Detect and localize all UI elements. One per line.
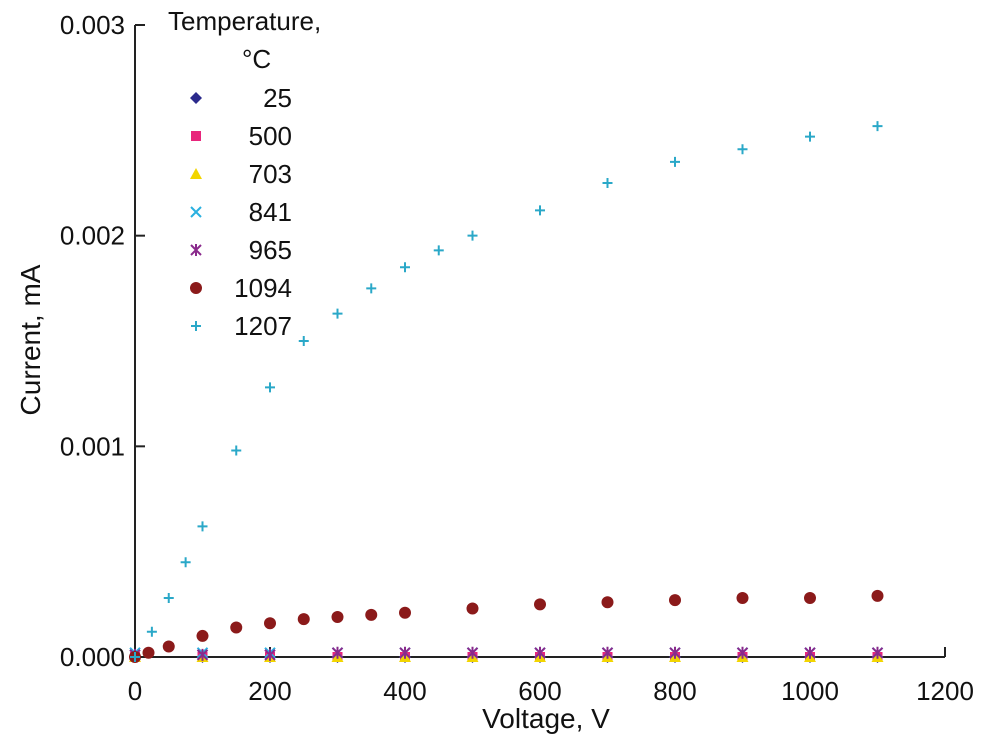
series-1207: [130, 121, 883, 662]
legend-title-line2: °C: [242, 44, 271, 74]
tick-marks: 0 200 400 600 800 1000 1200 0.000 0.001 0.002 0.00…: [60, 10, 974, 706]
data-point-965: [601, 646, 614, 659]
x-tick-label: 400: [383, 676, 426, 706]
x-tick-label: 0: [128, 676, 142, 706]
data-point-1094: [399, 606, 411, 619]
legend-label-1094: 1094: [234, 273, 292, 303]
legend-label-965: 965: [249, 235, 292, 265]
legend-marker-500: [191, 131, 201, 141]
data-point-965: [534, 646, 546, 659]
plot-area: [129, 121, 884, 663]
data-point-1094: [669, 594, 681, 607]
x-tick-label: 200: [248, 676, 291, 706]
data-point-1207: [265, 382, 275, 393]
series-1094: [129, 589, 884, 663]
legend: Temperature, °C 25 500 703 841 965 1094 1207: [168, 6, 321, 341]
data-point-965: [331, 646, 344, 659]
data-point-1094: [804, 592, 816, 605]
legend-marker-965: [190, 244, 202, 256]
x-tick-label: 800: [653, 676, 696, 706]
x-tick-label: 600: [518, 676, 561, 706]
data-point-1207: [400, 262, 410, 273]
data-point-965: [466, 646, 479, 659]
data-point-1207: [197, 521, 208, 532]
legend-label-25: 25: [263, 83, 292, 113]
data-point-1207: [737, 144, 748, 155]
data-point-1094: [331, 610, 344, 623]
data-point-1094: [736, 592, 749, 605]
data-point-1207: [332, 308, 343, 319]
data-point-965: [196, 648, 209, 661]
data-point-1207: [467, 230, 478, 241]
series-965: [129, 646, 884, 661]
data-point-1094: [196, 629, 209, 642]
data-point-1094: [601, 596, 614, 609]
data-point-1094: [534, 598, 546, 611]
legend-label-841: 841: [249, 197, 292, 227]
data-point-1207: [602, 178, 613, 188]
data-point-1094: [871, 589, 884, 602]
legend-marker-703: [190, 168, 202, 179]
data-point-1094: [466, 602, 479, 615]
data-point-1094: [264, 617, 276, 630]
y-tick-label: 0.002: [60, 221, 125, 251]
data-point-965: [399, 646, 411, 659]
legend-title-line1: Temperature,: [168, 6, 321, 36]
data-point-1207: [180, 557, 191, 568]
data-point-1207: [670, 156, 680, 167]
data-point-1207: [433, 245, 444, 256]
data-point-965: [871, 646, 884, 659]
data-point-965: [264, 648, 276, 661]
y-tick-label: 0.003: [60, 10, 125, 40]
legend-label-500: 500: [249, 121, 292, 151]
legend-marker-1207: [191, 321, 201, 331]
axes: [134, 25, 945, 658]
legend-label-1207: 1207: [234, 311, 292, 341]
legend-marker-25: [190, 92, 202, 104]
y-tick-label: 0.000: [60, 642, 125, 672]
data-point-1094: [297, 613, 310, 626]
data-point-1207: [163, 593, 174, 604]
x-axis-title: Voltage, V: [482, 703, 610, 734]
y-tick-label: 0.001: [60, 431, 125, 461]
data-point-1094: [162, 640, 175, 653]
y-axis-title: Current, mA: [15, 264, 46, 415]
data-point-1207: [535, 205, 545, 216]
data-point-1207: [872, 121, 883, 132]
data-point-965: [804, 646, 816, 659]
x-tick-label: 1200: [916, 676, 974, 706]
data-point-965: [669, 646, 681, 659]
data-point-1207: [231, 445, 242, 456]
data-point-1207: [146, 626, 157, 637]
legend-marker-841: [190, 206, 202, 218]
data-point-1207: [298, 336, 309, 346]
data-point-1094: [365, 608, 378, 621]
data-point-1094: [230, 621, 243, 634]
legend-marker-1094: [190, 282, 202, 294]
data-point-1207: [366, 283, 377, 294]
data-point-1207: [130, 652, 140, 662]
data-point-1207: [805, 131, 815, 142]
data-point-1094: [142, 646, 155, 659]
data-point-965: [736, 646, 749, 659]
x-tick-label: 1000: [781, 676, 839, 706]
legend-label-703: 703: [249, 159, 292, 189]
